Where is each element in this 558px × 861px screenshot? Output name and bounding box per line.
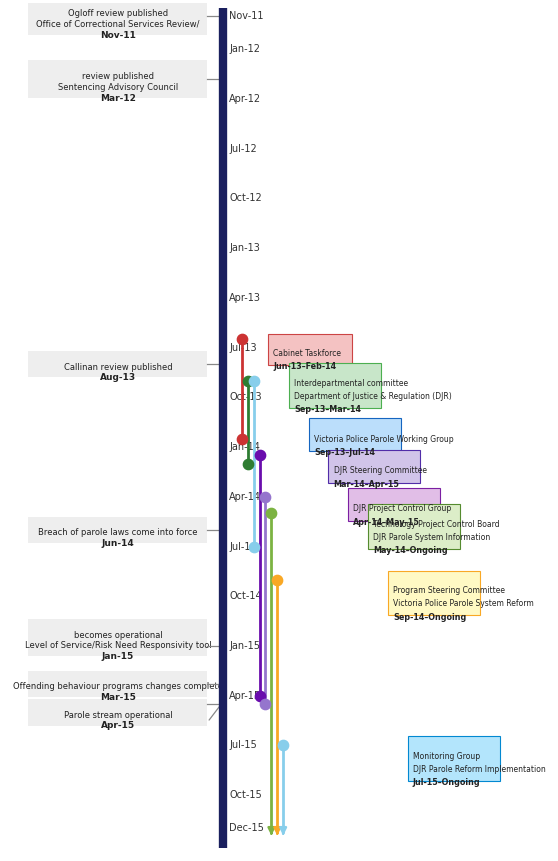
FancyBboxPatch shape [388, 571, 480, 616]
Text: Jul-12: Jul-12 [229, 144, 257, 153]
Text: Office of Correctional Services Review/: Office of Correctional Services Review/ [36, 20, 200, 28]
FancyBboxPatch shape [28, 351, 208, 377]
Text: Apr-15: Apr-15 [101, 722, 135, 730]
FancyBboxPatch shape [268, 333, 352, 365]
Text: Parole stream operational: Parole stream operational [64, 710, 172, 720]
Point [238, 332, 247, 346]
Text: DJR Project Control Group: DJR Project Control Group [353, 505, 451, 513]
Text: DJR Parole Reform Implementation: DJR Parole Reform Implementation [413, 765, 546, 774]
Text: Department of Justice & Regulation (DJR): Department of Justice & Regulation (DJR) [294, 393, 452, 401]
Point [255, 689, 264, 703]
FancyBboxPatch shape [28, 619, 208, 656]
Text: Mar-14–Apr-15: Mar-14–Apr-15 [334, 480, 400, 489]
Text: Oct-14: Oct-14 [229, 592, 262, 601]
Text: Jan-14: Jan-14 [229, 442, 260, 452]
Text: Technology Project Control Board: Technology Project Control Board [373, 520, 500, 530]
Text: Oct-15: Oct-15 [229, 790, 262, 800]
Text: DJR Steering Committee: DJR Steering Committee [334, 466, 426, 475]
Point [267, 506, 276, 520]
FancyBboxPatch shape [28, 671, 208, 697]
Text: Breach of parole laws come into force: Breach of parole laws come into force [38, 529, 198, 537]
Text: Interdepartmental committee: Interdepartmental committee [294, 379, 408, 388]
Text: Mar-12: Mar-12 [100, 94, 136, 102]
Text: Jan-12: Jan-12 [229, 44, 261, 54]
FancyBboxPatch shape [28, 0, 208, 34]
Point [244, 457, 253, 471]
Text: Sep-14–Ongoing: Sep-14–Ongoing [393, 612, 466, 622]
Text: Nov-11: Nov-11 [229, 11, 264, 21]
Text: Offending behaviour programs changes complete: Offending behaviour programs changes com… [13, 683, 223, 691]
Text: Oct-13: Oct-13 [229, 393, 262, 402]
Text: Apr-12: Apr-12 [229, 94, 262, 104]
Text: Jan-15: Jan-15 [229, 641, 261, 651]
Text: Jul-15: Jul-15 [229, 740, 257, 751]
FancyBboxPatch shape [289, 363, 381, 408]
Text: Cabinet Taskforce: Cabinet Taskforce [273, 350, 341, 358]
FancyBboxPatch shape [309, 418, 401, 451]
Point [261, 697, 270, 711]
Text: Program Steering Committee: Program Steering Committee [393, 586, 505, 596]
Text: Victoria Police Parole System Reform: Victoria Police Parole System Reform [393, 599, 534, 609]
Text: Aug-13: Aug-13 [100, 374, 136, 382]
Text: Nov-11: Nov-11 [100, 30, 136, 40]
FancyBboxPatch shape [408, 736, 500, 781]
FancyBboxPatch shape [328, 449, 421, 483]
Point [273, 573, 282, 586]
Text: Apr-13: Apr-13 [229, 293, 261, 303]
Text: Sep-13–Mar-14: Sep-13–Mar-14 [294, 406, 362, 414]
Text: DJR Parole System Information: DJR Parole System Information [373, 533, 490, 542]
FancyBboxPatch shape [348, 487, 440, 521]
Text: Level of Service/Risk Need Responsivity tool: Level of Service/Risk Need Responsivity … [25, 641, 211, 650]
Text: Dec-15: Dec-15 [229, 823, 264, 833]
Text: Apr-15: Apr-15 [229, 691, 262, 701]
FancyBboxPatch shape [28, 60, 208, 97]
Text: Jan-13: Jan-13 [229, 243, 260, 253]
Text: Callinan review published: Callinan review published [64, 362, 172, 372]
Point [249, 540, 258, 554]
Text: becomes operational: becomes operational [74, 631, 162, 640]
FancyBboxPatch shape [28, 517, 208, 543]
Text: Jul-14: Jul-14 [229, 542, 257, 552]
Point [238, 432, 247, 446]
Text: Monitoring Group: Monitoring Group [413, 753, 480, 761]
Point [249, 374, 258, 387]
Text: Ogloff review published: Ogloff review published [68, 9, 168, 18]
Text: Victoria Police Parole Working Group: Victoria Police Parole Working Group [314, 435, 454, 443]
Text: Apr-14–May-15: Apr-14–May-15 [353, 518, 420, 527]
Text: Apr-14: Apr-14 [229, 492, 261, 502]
Text: Sep-13–Jul-14: Sep-13–Jul-14 [314, 449, 375, 457]
Point [279, 739, 288, 753]
Point [244, 374, 253, 387]
Text: Jun-13–Feb-14: Jun-13–Feb-14 [273, 362, 336, 371]
FancyBboxPatch shape [368, 505, 460, 549]
Point [261, 490, 270, 504]
Text: Jun-14: Jun-14 [102, 539, 134, 548]
Text: Jul-15–Ongoing: Jul-15–Ongoing [413, 778, 480, 787]
Text: Jul-13: Jul-13 [229, 343, 257, 353]
Text: May-14–Ongoing: May-14–Ongoing [373, 546, 448, 555]
Text: Jan-15: Jan-15 [102, 653, 134, 661]
Text: Sentencing Advisory Council: Sentencing Advisory Council [58, 83, 178, 92]
FancyBboxPatch shape [28, 699, 208, 726]
Point [255, 449, 264, 462]
Text: Mar-15: Mar-15 [100, 693, 136, 703]
Text: review published: review published [82, 72, 154, 81]
Text: Oct-12: Oct-12 [229, 194, 262, 203]
